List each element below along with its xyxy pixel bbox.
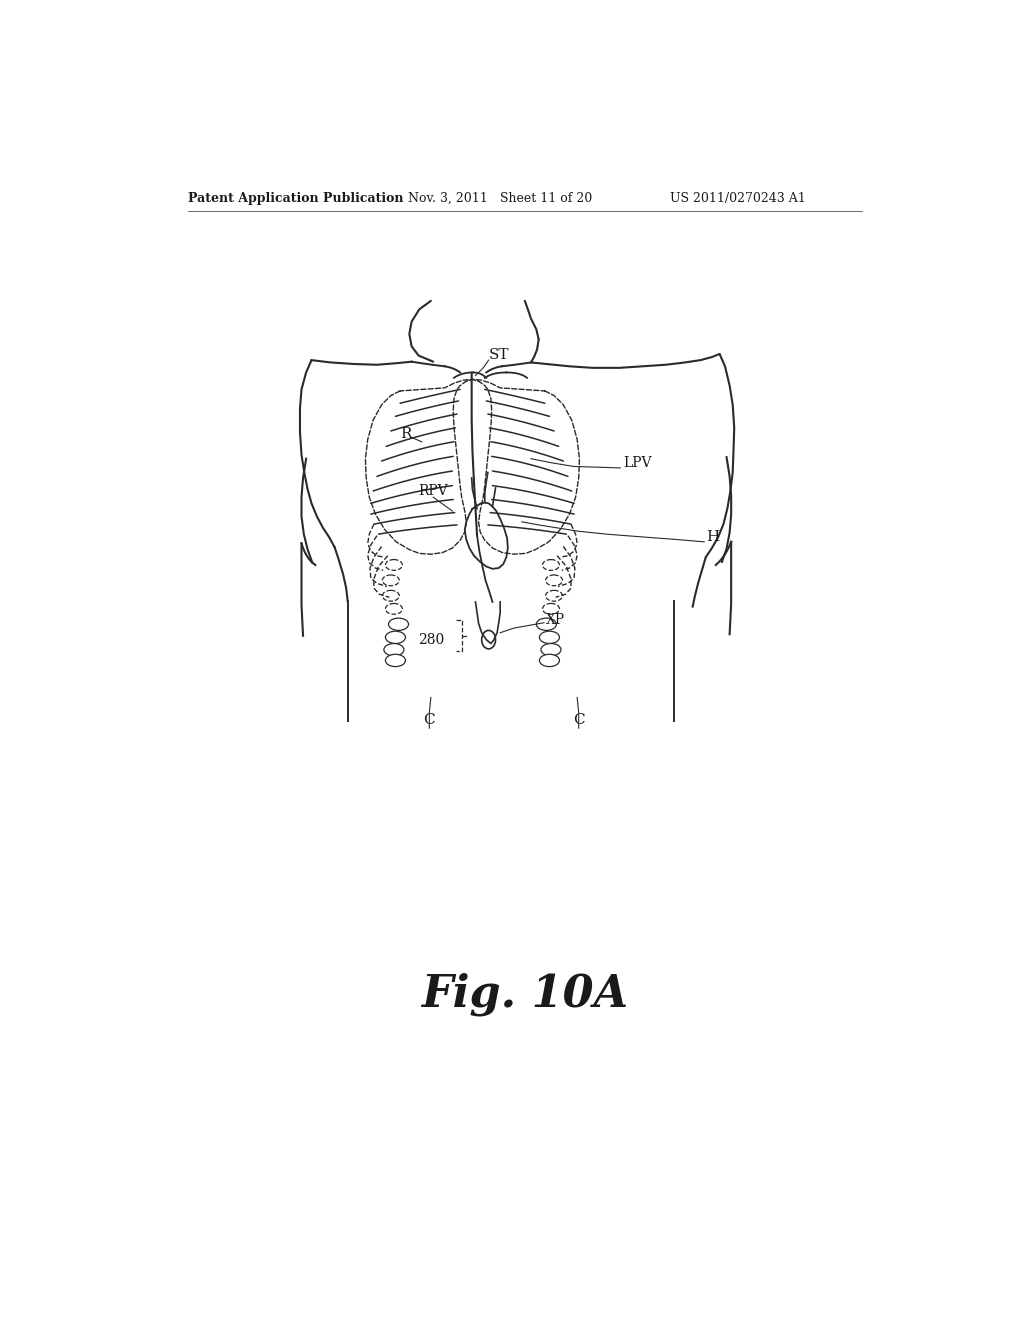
- Ellipse shape: [540, 655, 559, 667]
- Text: Sheet 11 of 20: Sheet 11 of 20: [500, 191, 593, 205]
- Ellipse shape: [541, 644, 561, 656]
- Ellipse shape: [385, 560, 402, 570]
- Text: Nov. 3, 2011: Nov. 3, 2011: [408, 191, 487, 205]
- Text: 280: 280: [418, 632, 444, 647]
- Ellipse shape: [546, 590, 562, 601]
- Text: C: C: [572, 714, 585, 727]
- Text: XP: XP: [547, 614, 565, 627]
- Ellipse shape: [384, 644, 403, 656]
- Text: LPV: LPV: [624, 455, 652, 470]
- Ellipse shape: [385, 655, 406, 667]
- Ellipse shape: [481, 631, 496, 649]
- Ellipse shape: [385, 631, 406, 644]
- Text: RPV: RPV: [419, 484, 447, 498]
- Text: Fig. 10A: Fig. 10A: [421, 972, 629, 1015]
- Text: H: H: [707, 531, 720, 544]
- Ellipse shape: [540, 631, 559, 644]
- Text: ST: ST: [488, 347, 509, 362]
- Ellipse shape: [388, 618, 409, 631]
- Ellipse shape: [385, 603, 402, 614]
- Ellipse shape: [546, 576, 562, 586]
- Ellipse shape: [543, 560, 559, 570]
- Text: US 2011/0270243 A1: US 2011/0270243 A1: [670, 191, 805, 205]
- Ellipse shape: [382, 590, 399, 601]
- Ellipse shape: [537, 618, 556, 631]
- Ellipse shape: [543, 603, 559, 614]
- Text: R: R: [400, 428, 412, 441]
- Text: Patent Application Publication: Patent Application Publication: [188, 191, 403, 205]
- Ellipse shape: [382, 576, 399, 586]
- Text: C: C: [424, 714, 435, 727]
